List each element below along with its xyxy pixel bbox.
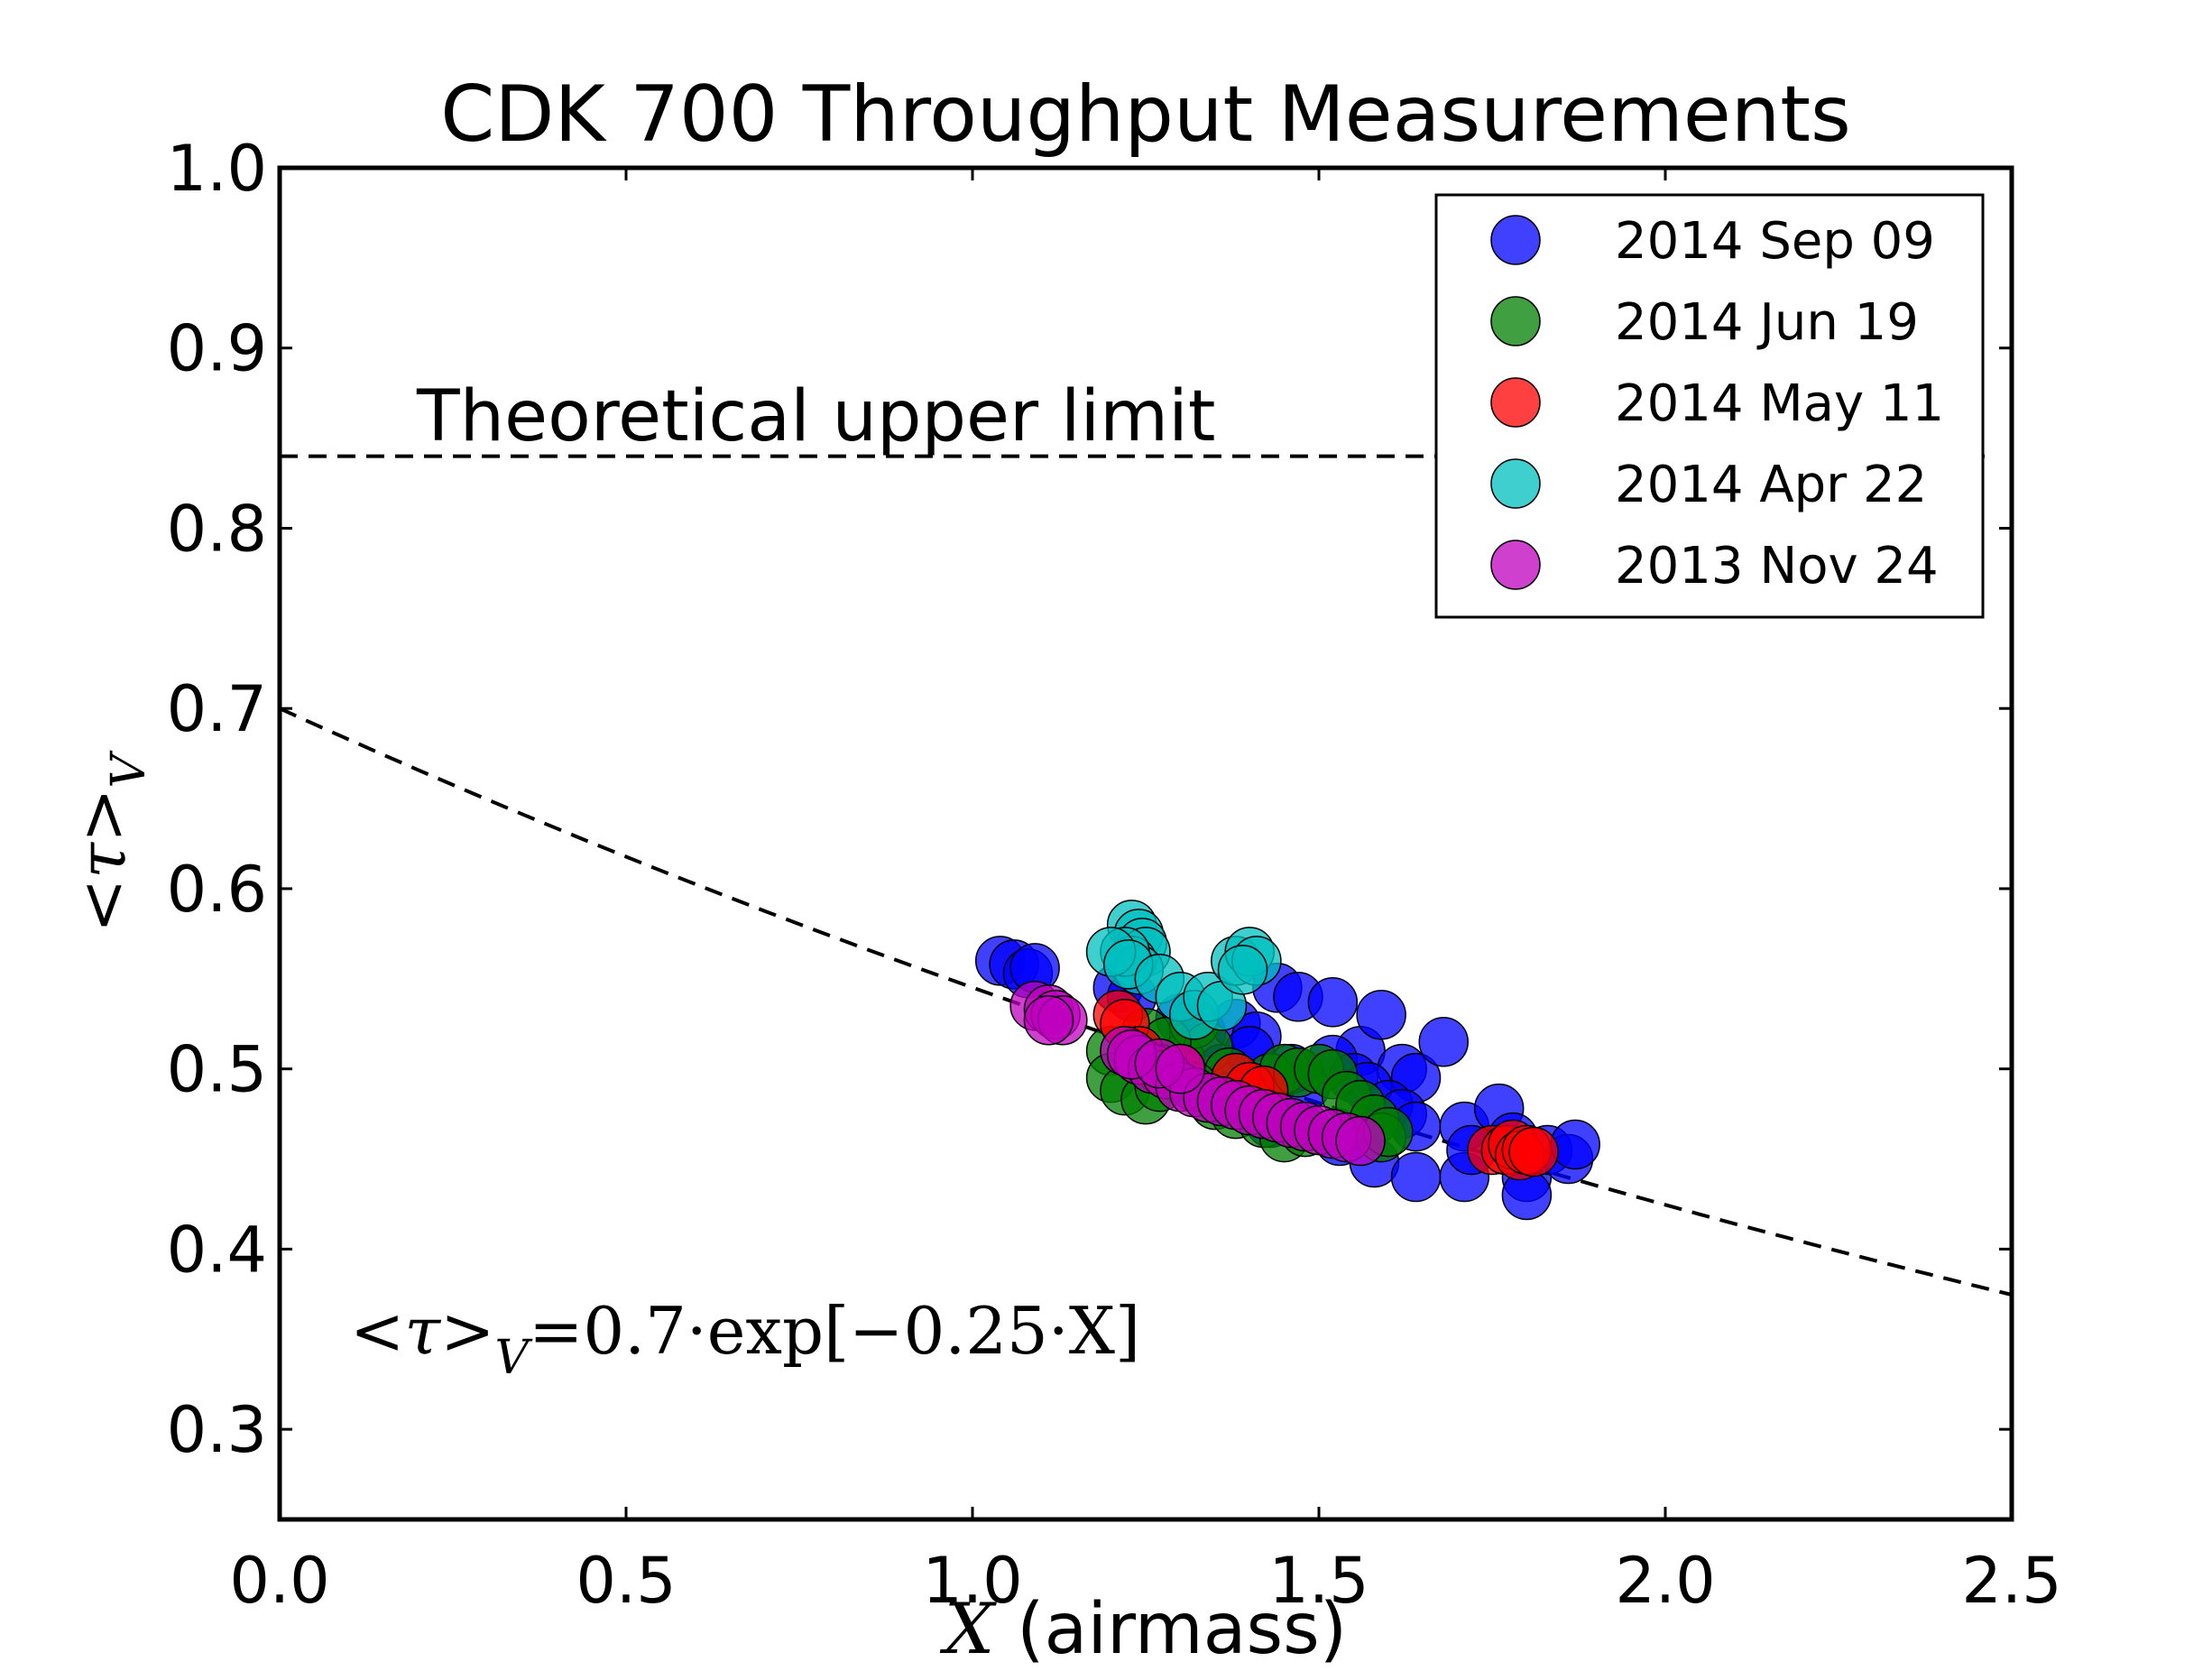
data-point-series-4 [1217,945,1268,995]
y-tick-label: 0.7 [167,672,267,746]
legend-marker [1490,296,1541,346]
data-point-series-1 [1390,1151,1442,1203]
data-point-series-5 [1023,994,1074,1046]
chart-title: CDK 700 Throughput Measurements [440,69,1851,160]
y-axis-label-main: <τ> [64,789,140,934]
legend: 2014 Sep 09 2014 Jun 19 2014 May 11 2014 Ap… [1434,193,1985,619]
data-point-series-1 [1418,1016,1469,1067]
legend-label: 2014 Sep 09 [1615,212,1935,271]
legend-marker [1490,215,1541,265]
plot-frame [277,165,2014,1522]
y-tick-label: 0.6 [167,853,267,927]
fit-equation-rhs: =0.7·exp[−0.25·X] [529,1293,1140,1369]
legend-marker [1490,458,1541,509]
x-axis-label: X (airmass) [939,1589,1347,1670]
x-tick-label: 0.0 [229,1544,329,1618]
data-point-series-1 [1356,989,1406,1040]
x-tick-label: 1.5 [1268,1544,1369,1618]
legend-marker [1490,540,1541,590]
legend-label: 2013 Nov 24 [1615,537,1939,595]
y-tick-label: 0.3 [167,1393,267,1467]
data-point-series-5 [1155,1043,1206,1094]
y-tick-label: 1.0 [167,132,267,206]
data-point-series-1 [1550,1119,1600,1170]
plot-area [279,454,2013,1297]
fit-equation-lhs: <τ> [350,1293,495,1369]
y-tick-label: 0.9 [167,312,267,386]
data-point-series-3 [1508,1126,1559,1177]
x-tick-label: 1.0 [922,1544,1022,1618]
fit-equation-label: <τ>V=0.7·exp[−0.25·X] [350,1293,1140,1385]
data-point-series-1 [1307,977,1359,1028]
x-axis-label-text: (airmass) [994,1589,1347,1670]
y-tick-label: 0.5 [167,1033,267,1107]
x-tick-label: 2.5 [1961,1544,2061,1618]
y-axis-label: <τ>V [64,751,156,934]
data-points [974,900,1600,1221]
fit-equation-subscript: V [495,1331,533,1385]
y-axis-label-subscript: V [102,751,156,789]
x-tick-label: 2.0 [1615,1544,1715,1618]
legend-label: 2014 Jun 19 [1615,293,1919,352]
axis-ticks: 0.0 0.5 1.0 1.5 2.0 2.5 0.3 0.4 0.5 0.6 0.7 0.8 0.9 1… [167,132,2062,1618]
x-axis-label-variable: X [939,1589,998,1670]
legend-label: 2014 May 11 [1615,374,1944,433]
x-tick-label: 0.5 [576,1544,676,1618]
y-tick-label: 0.4 [167,1213,267,1287]
upper-limit-label: Theoretical upper limit [416,376,1215,457]
legend-label: 2014 Apr 22 [1615,456,1927,514]
legend-marker [1490,377,1541,428]
data-point-series-5 [1335,1115,1386,1167]
y-tick-label: 0.8 [167,492,267,566]
